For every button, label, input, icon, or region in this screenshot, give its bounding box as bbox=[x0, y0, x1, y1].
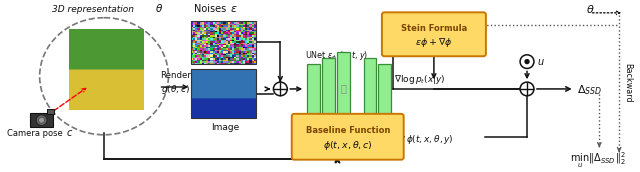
FancyBboxPatch shape bbox=[382, 12, 486, 56]
Bar bbox=[337, 52, 349, 126]
Circle shape bbox=[273, 82, 287, 96]
Text: $\epsilon\phi + \nabla\phi$: $\epsilon\phi + \nabla\phi$ bbox=[415, 36, 452, 49]
Text: $\phi(t, x, \theta, y)$: $\phi(t, x, \theta, y)$ bbox=[406, 133, 454, 146]
Circle shape bbox=[520, 55, 534, 68]
Text: $\theta$: $\theta$ bbox=[586, 3, 595, 15]
FancyBboxPatch shape bbox=[292, 114, 404, 160]
Circle shape bbox=[525, 60, 529, 64]
Bar bbox=[47, 109, 54, 114]
Circle shape bbox=[38, 117, 45, 123]
Text: $\theta$: $\theta$ bbox=[154, 2, 163, 14]
Text: Baseline Function: Baseline Function bbox=[305, 126, 390, 135]
Bar bbox=[191, 21, 255, 64]
Text: UNet $\epsilon_{\phi^*}(x, t, y)$: UNet $\epsilon_{\phi^*}(x, t, y)$ bbox=[305, 50, 368, 63]
Bar bbox=[322, 58, 335, 120]
Text: $\Delta_{SSD}$: $\Delta_{SSD}$ bbox=[577, 83, 602, 97]
Bar bbox=[364, 58, 376, 120]
Bar bbox=[29, 113, 54, 127]
Circle shape bbox=[520, 82, 534, 96]
Text: 3D representation: 3D representation bbox=[51, 5, 136, 14]
Text: Backward: Backward bbox=[623, 63, 632, 103]
Text: Camera pose: Camera pose bbox=[7, 129, 63, 138]
Circle shape bbox=[36, 115, 47, 126]
Text: $c$: $c$ bbox=[67, 128, 74, 138]
Bar bbox=[307, 64, 320, 114]
Text: Noises: Noises bbox=[194, 4, 227, 14]
Text: Stein Formula: Stein Formula bbox=[401, 24, 467, 33]
Text: $u$: $u$ bbox=[537, 57, 545, 67]
Bar bbox=[191, 69, 255, 118]
Text: Image: Image bbox=[211, 123, 239, 132]
Text: $\phi(t, x, \theta, c)$: $\phi(t, x, \theta, c)$ bbox=[323, 139, 372, 152]
Bar bbox=[378, 64, 391, 114]
Text: $\epsilon$: $\epsilon$ bbox=[230, 4, 237, 14]
Text: $g(\theta, c)$: $g(\theta, c)$ bbox=[161, 83, 191, 96]
Text: $\nabla \log p_t(x|y)$: $\nabla \log p_t(x|y)$ bbox=[394, 73, 446, 86]
Text: Render: Render bbox=[161, 71, 191, 80]
Text: $\min_u \|\Delta_{SSD}\|_2^2$: $\min_u \|\Delta_{SSD}\|_2^2$ bbox=[570, 150, 626, 170]
Text: ⚿: ⚿ bbox=[341, 83, 347, 93]
